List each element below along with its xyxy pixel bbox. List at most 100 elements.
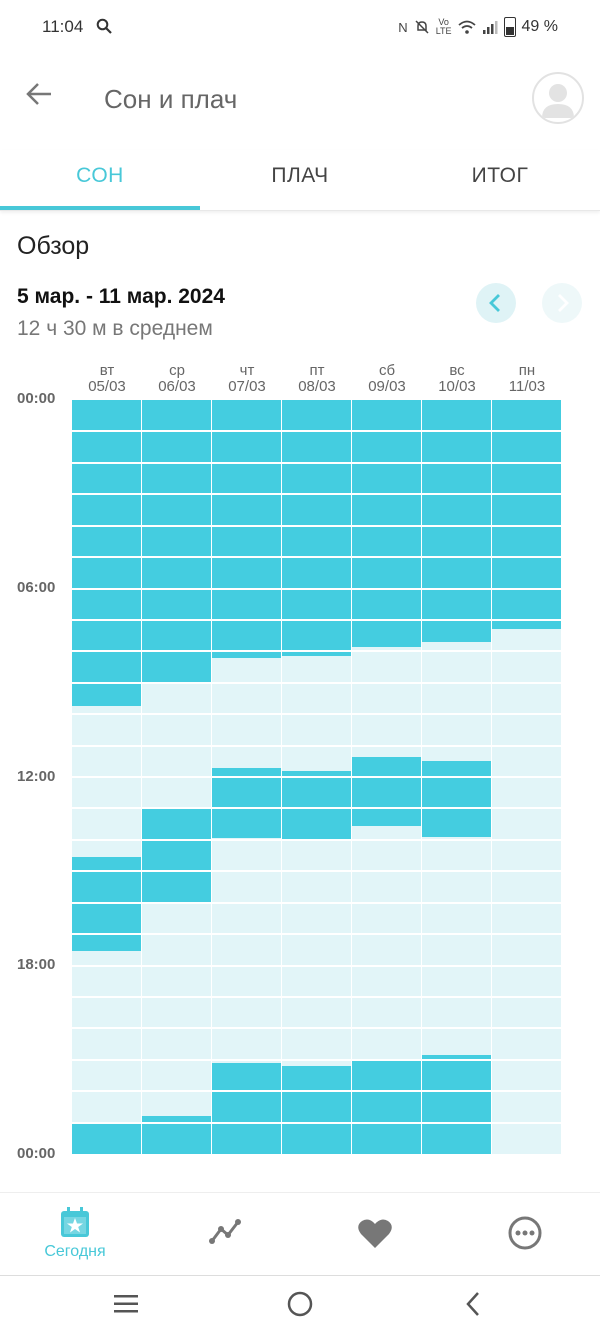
previous-week-button[interactable] bbox=[476, 283, 516, 323]
hour-gridline bbox=[72, 1027, 562, 1030]
status-icons: N Vo LTE 49 % bbox=[398, 17, 558, 37]
tab-bar: СОН ПЛАЧ ИТОГ bbox=[0, 150, 600, 211]
page-title: Сон и плач bbox=[104, 84, 238, 114]
tab-crying[interactable]: ПЛАЧ bbox=[271, 164, 329, 187]
day-weekday: пт bbox=[309, 362, 325, 379]
day-label: пн 11/03 bbox=[492, 363, 562, 395]
hour-gridline bbox=[72, 995, 562, 998]
hour-gridline bbox=[72, 493, 562, 496]
search-icon bbox=[96, 18, 112, 34]
day-date: 08/03 bbox=[298, 378, 336, 395]
home-icon[interactable] bbox=[286, 1290, 314, 1318]
sleep-segment[interactable] bbox=[72, 400, 141, 707]
hour-gridline bbox=[72, 964, 562, 967]
sleep-segment[interactable] bbox=[352, 756, 421, 826]
hour-gridline bbox=[72, 744, 562, 747]
nav-more[interactable] bbox=[450, 1193, 600, 1275]
nfc-icon: N bbox=[398, 19, 408, 35]
day-weekday: вс bbox=[449, 362, 465, 379]
sleep-segment[interactable] bbox=[142, 808, 211, 903]
sleep-segment[interactable] bbox=[352, 400, 421, 647]
sleep-segment[interactable] bbox=[282, 1066, 351, 1154]
hour-gridline bbox=[72, 650, 562, 653]
y-tick-label: 06:00 bbox=[17, 579, 56, 596]
avatar-icon bbox=[542, 84, 574, 118]
more-icon bbox=[508, 1216, 542, 1250]
tab-sleep[interactable]: СОН bbox=[76, 164, 124, 187]
signal-icon bbox=[482, 21, 498, 34]
nav-health[interactable] bbox=[300, 1193, 450, 1275]
day-date: 06/03 bbox=[158, 378, 196, 395]
sleep-segment[interactable] bbox=[212, 400, 281, 658]
sleep-segment[interactable] bbox=[492, 400, 561, 630]
sleep-segment[interactable] bbox=[212, 767, 281, 839]
chevron-right-icon bbox=[558, 294, 569, 312]
hour-gridline bbox=[72, 524, 562, 527]
trend-icon bbox=[209, 1219, 241, 1244]
recent-apps-icon[interactable] bbox=[112, 1290, 140, 1318]
day-date: 07/03 bbox=[228, 378, 266, 395]
day-date: 11/03 bbox=[508, 378, 546, 395]
sleep-segment[interactable] bbox=[422, 400, 491, 642]
day-label: ср 06/03 bbox=[142, 363, 212, 395]
chevron-left-icon bbox=[489, 294, 500, 312]
hour-gridline bbox=[72, 461, 562, 464]
day-date: 10/03 bbox=[438, 378, 476, 395]
hour-gridline bbox=[72, 713, 562, 716]
calendar-star-icon bbox=[61, 1207, 89, 1237]
sleep-segment[interactable] bbox=[212, 1062, 281, 1154]
bottom-navigation: Сегодня bbox=[0, 1192, 600, 1275]
hour-gridline bbox=[72, 1090, 562, 1093]
day-date: 09/03 bbox=[368, 378, 406, 395]
sleep-segment[interactable] bbox=[422, 761, 491, 837]
sleep-chart: 00:00 06:00 12:00 18:00 00:00 вт 05/03 ср 0… bbox=[0, 355, 600, 1175]
hour-gridline bbox=[72, 681, 562, 684]
hour-gridline bbox=[72, 618, 562, 621]
hour-gridline bbox=[72, 1121, 562, 1124]
hour-gridline bbox=[72, 1058, 562, 1061]
app-bar: Сон и плач bbox=[0, 60, 600, 140]
day-weekday: чт bbox=[239, 362, 255, 379]
sleep-segment[interactable] bbox=[352, 1061, 421, 1154]
sleep-segment[interactable] bbox=[282, 400, 351, 657]
sleep-segment[interactable] bbox=[282, 770, 351, 840]
next-week-button[interactable] bbox=[542, 283, 582, 323]
hour-gridline bbox=[72, 838, 562, 841]
mute-icon bbox=[415, 20, 429, 34]
hour-gridline bbox=[72, 587, 562, 590]
hour-gridline bbox=[72, 430, 562, 433]
battery-icon bbox=[503, 17, 516, 37]
day-label: сб 09/03 bbox=[352, 363, 422, 395]
hour-gridline bbox=[72, 807, 562, 810]
sleep-segment[interactable] bbox=[72, 1122, 141, 1154]
hour-gridline bbox=[72, 901, 562, 904]
day-date: 05/03 bbox=[88, 378, 126, 395]
section-title: Обзор bbox=[17, 232, 90, 260]
day-weekday: ср bbox=[169, 362, 185, 379]
nav-today-label: Сегодня bbox=[44, 1243, 106, 1260]
y-tick-label: 12:00 bbox=[17, 768, 56, 785]
nav-trends[interactable] bbox=[150, 1193, 300, 1275]
hour-gridline bbox=[72, 556, 562, 559]
sleep-segment[interactable] bbox=[142, 400, 211, 683]
y-tick-label: 00:00 bbox=[17, 1145, 56, 1162]
back-icon[interactable] bbox=[460, 1290, 488, 1318]
day-weekday: вт bbox=[99, 362, 115, 379]
hour-gridline bbox=[72, 933, 562, 936]
status-time: 11:04 bbox=[42, 17, 84, 36]
tab-summary[interactable]: ИТОГ bbox=[471, 164, 529, 187]
sleep-segment[interactable] bbox=[72, 857, 141, 952]
y-tick-label: 00:00 bbox=[17, 390, 56, 407]
day-weekday: сб bbox=[378, 362, 396, 379]
nav-today[interactable]: Сегодня bbox=[0, 1193, 150, 1275]
back-arrow-icon[interactable] bbox=[22, 76, 58, 112]
date-range: 5 мар. - 11 мар. 2024 bbox=[17, 285, 225, 308]
avatar[interactable] bbox=[532, 72, 584, 124]
day-label: пт 08/03 bbox=[282, 363, 352, 395]
volte-icon: Vo LTE bbox=[435, 17, 452, 36]
heart-icon bbox=[358, 1219, 392, 1248]
day-label: чт 07/03 bbox=[212, 363, 282, 395]
active-tab-indicator bbox=[0, 206, 200, 210]
hour-gridline bbox=[72, 776, 562, 778]
sleep-segment[interactable] bbox=[422, 1055, 491, 1154]
